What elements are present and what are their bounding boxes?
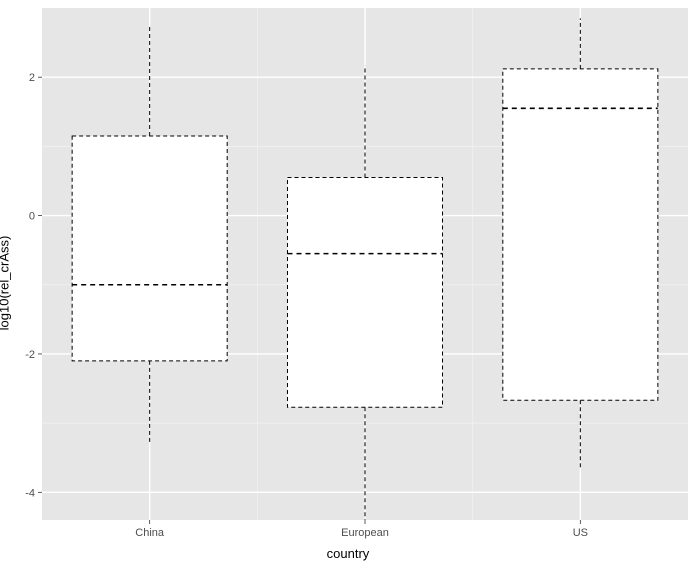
- y-tick-label: -2: [25, 349, 35, 361]
- x-axis-label: country: [0, 546, 696, 561]
- y-tick-label: 0: [29, 211, 35, 223]
- boxplot-chart: log10(rel_crAss) -4 -2 0 2 China European US c…: [0, 0, 696, 565]
- box: [287, 178, 442, 408]
- box: [72, 136, 227, 361]
- chart-svg: -4 -2 0 2 China European US: [0, 0, 696, 565]
- y-tick-label: 2: [29, 72, 35, 84]
- x-tick-label: European: [341, 527, 389, 539]
- y-tick-label: -4: [25, 487, 35, 499]
- box: [503, 69, 658, 400]
- x-tick-label: US: [573, 527, 588, 539]
- x-tick-label: China: [135, 527, 165, 539]
- y-axis-label: log10(rel_crAss): [0, 235, 12, 330]
